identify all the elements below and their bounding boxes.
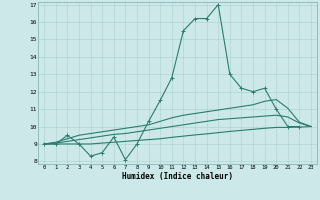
- X-axis label: Humidex (Indice chaleur): Humidex (Indice chaleur): [122, 172, 233, 181]
